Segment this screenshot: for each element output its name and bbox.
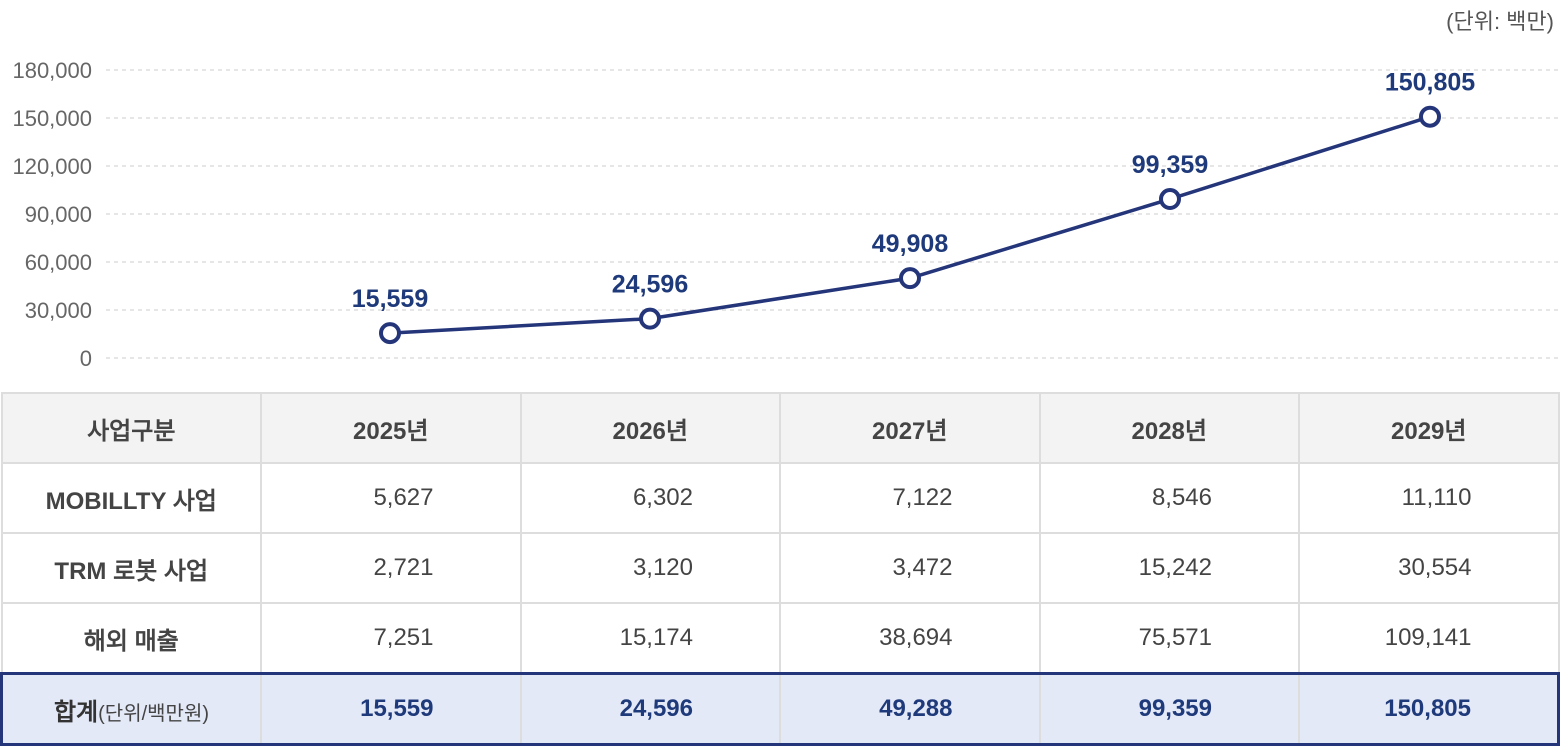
total-cell: 24,596 [519, 672, 781, 746]
table-cell: 5,627 [260, 462, 522, 534]
y-tick-label: 60,000 [25, 250, 92, 275]
data-table-wrapper: 사업구분 2025년 2026년 2027년 2028년 2029년 MOBIL… [0, 392, 1560, 746]
total-label-cell: 합계(단위/백만원) [0, 672, 262, 746]
table-cell: 15,174 [519, 602, 781, 675]
header-2028: 2028년 [1038, 392, 1300, 464]
total-cell: 150,805 [1298, 672, 1560, 746]
y-tick-label: 30,000 [25, 298, 92, 323]
series-line [389, 115, 1431, 335]
data-label: 49,908 [872, 230, 949, 258]
header-2026: 2026년 [519, 392, 781, 464]
header-2027: 2027년 [779, 392, 1041, 464]
y-axis-ticks: 0 30,000 60,000 90,000 120,000 150,000 180,000 [12, 58, 92, 371]
table-cell: 7,122 [779, 462, 1041, 534]
header-category: 사업구분 [0, 392, 262, 464]
y-tick-label: 120,000 [12, 154, 92, 179]
total-unit-label: (단위/백만원) [98, 702, 210, 725]
table-cell: 30,554 [1298, 532, 1560, 604]
y-tick-label: 90,000 [25, 202, 92, 227]
row-label-trm: TRM 로봇 사업 [0, 532, 262, 604]
grid-lines [106, 69, 1558, 359]
series-line-path [389, 115, 1431, 335]
data-label: 99,359 [1132, 151, 1208, 179]
table-cell: 3,120 [519, 532, 781, 604]
table-cell: 8,546 [1038, 462, 1300, 534]
row-label-overseas: 해외 매출 [0, 602, 262, 675]
table-cell: 3,472 [779, 532, 1041, 604]
table-cell: 6,302 [519, 462, 781, 534]
data-label: 24,596 [612, 271, 688, 299]
table-cell: 15,242 [1038, 532, 1300, 604]
table-cell: 109,141 [1298, 602, 1560, 675]
data-point [639, 307, 661, 330]
table-cell: 7,251 [260, 602, 522, 675]
data-point [1159, 188, 1181, 211]
line-chart: 0 30,000 60,000 90,000 120,000 150,000 180,000… [12, 58, 1558, 371]
y-tick-label: 0 [80, 346, 92, 371]
header-2025: 2025년 [260, 392, 522, 464]
total-cell: 15,559 [260, 672, 522, 746]
total-cell: 49,288 [779, 672, 1041, 746]
y-tick-label: 150,000 [12, 106, 92, 131]
data-label: 15,559 [352, 285, 428, 313]
data-label: 150,805 [1385, 69, 1475, 97]
table-row: TRM 로봇 사업 2,721 3,120 3,472 15,242 30,55… [0, 532, 1560, 604]
table-cell: 11,110 [1298, 462, 1560, 534]
total-label: 합계 [53, 698, 99, 726]
data-labels: 15,559 24,596 49,908 99,359 150,805 [352, 69, 1476, 313]
table-row: MOBILLTY 사업 5,627 6,302 7,122 8,546 11,1… [0, 462, 1560, 534]
table-cell: 75,571 [1038, 602, 1300, 675]
total-cell: 99,359 [1038, 672, 1300, 746]
row-label-mobility: MOBILLTY 사업 [0, 462, 262, 534]
data-point [1419, 105, 1441, 128]
y-tick-label: 180,000 [12, 58, 92, 83]
table-header-row: 사업구분 2025년 2026년 2027년 2028년 2029년 [0, 392, 1560, 464]
table-cell: 2,721 [260, 532, 522, 604]
table-cell: 38,694 [779, 602, 1041, 675]
table-total-row: 합계(단위/백만원) 15,559 24,596 49,288 99,359 1… [0, 672, 1560, 746]
unit-label: (단위: 백만) [1446, 9, 1554, 34]
data-point [899, 267, 921, 290]
data-points [379, 105, 1441, 345]
data-table: 사업구분 2025년 2026년 2027년 2028년 2029년 MOBIL… [0, 392, 1560, 746]
header-2029: 2029년 [1298, 392, 1560, 464]
data-point [379, 322, 401, 345]
table-row: 해외 매출 7,251 15,174 38,694 75,571 109,141 [0, 602, 1560, 675]
